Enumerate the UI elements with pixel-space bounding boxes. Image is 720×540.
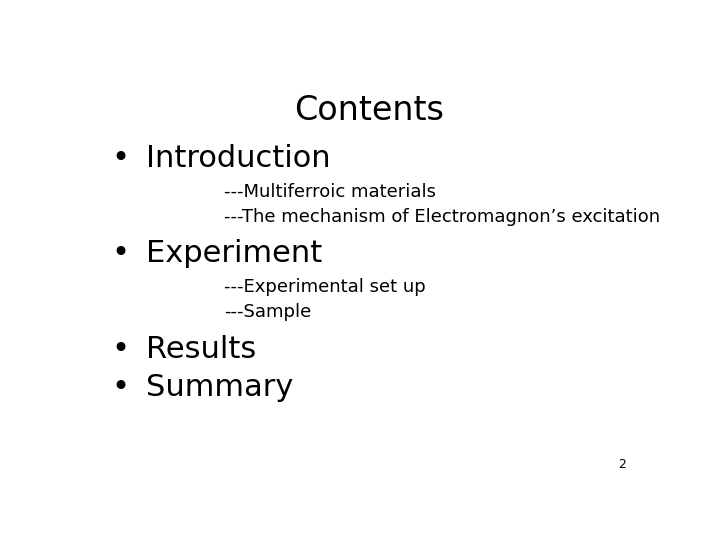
Text: Summary: Summary	[145, 373, 293, 402]
Text: ---Experimental set up: ---Experimental set up	[224, 278, 426, 296]
Text: •: •	[112, 335, 130, 364]
Text: Introduction: Introduction	[145, 144, 330, 173]
Text: Experiment: Experiment	[145, 239, 322, 268]
Text: ---Multiferroic materials: ---Multiferroic materials	[224, 183, 436, 201]
Text: ---Sample: ---Sample	[224, 303, 311, 321]
Text: •: •	[112, 373, 130, 402]
Text: Contents: Contents	[294, 94, 444, 127]
Text: 2: 2	[618, 458, 626, 471]
Text: Results: Results	[145, 335, 256, 364]
Text: •: •	[112, 239, 130, 268]
Text: ---The mechanism of Electromagnon’s excitation: ---The mechanism of Electromagnon’s exci…	[224, 207, 660, 226]
Text: •: •	[112, 144, 130, 173]
